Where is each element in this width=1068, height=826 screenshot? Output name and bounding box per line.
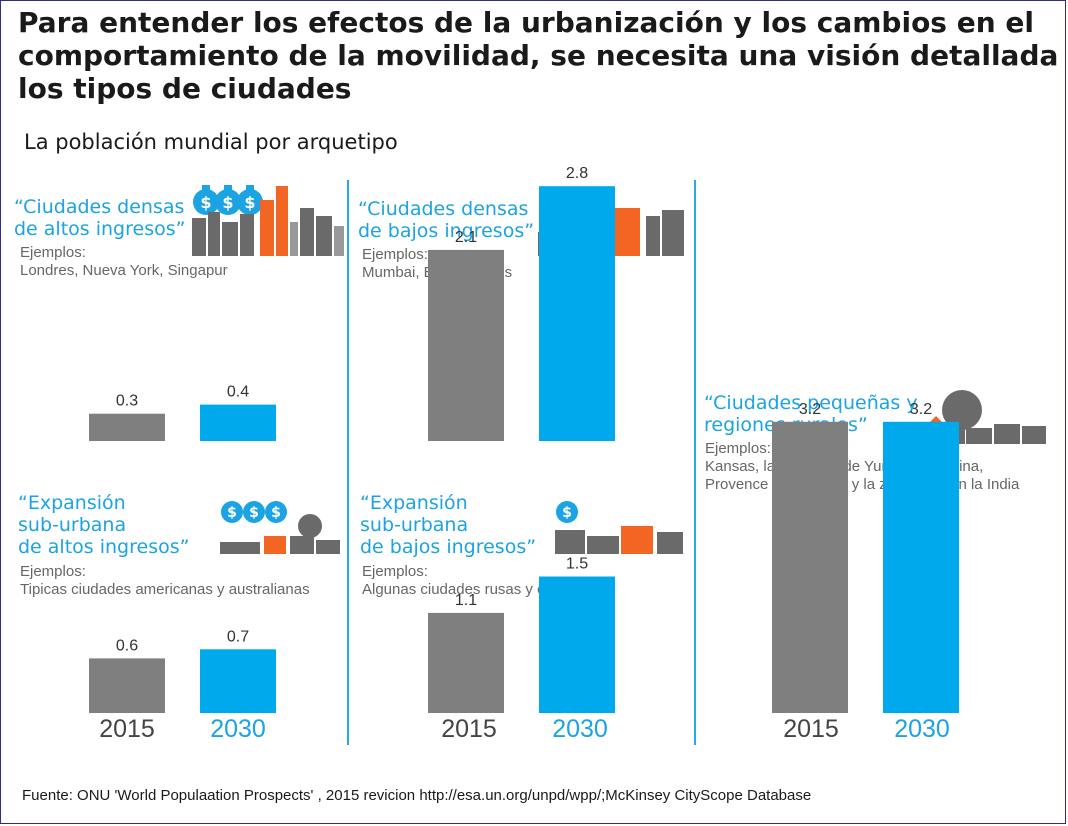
column-divider: [347, 180, 349, 745]
bar-value-label: 0.7: [227, 628, 249, 645]
bar-value-label: 0.6: [116, 637, 138, 654]
panel-title-line: “Ciudades densas: [358, 198, 529, 220]
panel-title-line: sub-urbana: [360, 514, 469, 536]
examples-text: Algunas ciudades rusas y chinas: [362, 581, 581, 598]
svg-text:$: $: [227, 505, 237, 521]
bar-2015: [428, 612, 504, 713]
bar-value-label: 1.1: [455, 592, 477, 609]
svg-text:$: $: [271, 505, 281, 521]
headline-line: comportamiento de la movilidad, se neces…: [18, 39, 1059, 72]
year-label-2030: 2030: [894, 715, 950, 743]
headline-line: los tipos de ciudades: [18, 72, 352, 105]
column-divider: [694, 180, 696, 745]
year-label-2015: 2015: [441, 715, 497, 743]
svg-text:$: $: [222, 193, 233, 212]
panel-title-dense-high-income: “Ciudades densas de altos ingresos”: [14, 196, 185, 240]
bar-2030: [200, 649, 276, 713]
panel-title-line: “Expansión: [18, 492, 126, 514]
suburb-houses-icon: $: [555, 501, 683, 554]
bar-value-label: 2.1: [455, 229, 477, 246]
headline-line: Para entender los efectos de la urbaniza…: [18, 6, 1034, 39]
bar-2030: [539, 576, 615, 713]
panel-examples-suburban-low-income: Ejemplos: Algunas ciudades rusas y china…: [362, 563, 580, 599]
panel-title-line: sub-urbana: [18, 514, 127, 536]
year-label-2030: 2030: [552, 715, 608, 743]
bar-2030: [200, 404, 276, 441]
panel-title-line: de bajos ingresos”: [360, 536, 537, 558]
panel-title-suburban-low-income: “Expansión sub-urbana de bajos ingresos”: [360, 492, 536, 558]
headline: Para entender los efectos de la urbaniza…: [18, 6, 1058, 105]
examples-label: Ejemplos:: [362, 246, 428, 263]
examples-text: Tipicas ciudades americanas y australian…: [20, 581, 310, 598]
svg-text:$: $: [249, 505, 259, 521]
bars-layer: 0.3 0.4 2.1 2.8 0.6 0.7 1.1 1.5 3.2 3.2: [89, 165, 959, 713]
bar-2015: [89, 658, 165, 713]
bar-value-label: 3.2: [910, 401, 932, 418]
bar-value-label: 0.3: [116, 393, 138, 410]
source-footer: Fuente: ONU 'World Populaation Prospects…: [22, 787, 812, 804]
svg-text:$: $: [200, 193, 211, 212]
panel-title-line: “Ciudades densas: [14, 196, 185, 218]
panel-title-line: de altos ingresos”: [14, 218, 186, 240]
svg-text:$: $: [244, 193, 255, 212]
money-bag-icon: $ $ $: [192, 185, 344, 256]
examples-label: Ejemplos:: [20, 563, 86, 580]
examples-text: Londres, Nueva York, Singapur: [20, 262, 228, 279]
panel-title-line: “Expansión: [360, 492, 468, 514]
subtitle: La población mundial por arquetipo: [24, 130, 398, 154]
bar-2015: [428, 249, 504, 441]
panel-title-line: “Ciudades pequeñas y: [704, 392, 918, 414]
bar-value-label: 1.5: [566, 556, 588, 573]
examples-label: Ejemplos:: [20, 244, 86, 261]
suburb-houses-icon: $ $ $: [220, 501, 340, 554]
bar-value-label: 3.2: [799, 401, 821, 418]
bar-2030: [539, 186, 615, 441]
panel-title-line: de altos ingresos”: [18, 536, 190, 558]
year-label-2015: 2015: [99, 715, 155, 743]
bar-2015: [772, 421, 848, 713]
panel-title-dense-low-income: “Ciudades densas de bajos ingresos”: [358, 198, 534, 242]
bar-2015: [89, 413, 165, 441]
examples-label: Ejemplos:: [705, 440, 771, 457]
bar-value-label: 0.4: [227, 384, 249, 401]
panel-examples-dense-high-income: Ejemplos: Londres, Nueva York, Singapur: [20, 244, 228, 280]
bar-value-label: 2.8: [566, 165, 588, 182]
panel-title-line: de bajos ingresos”: [358, 220, 535, 242]
year-label-2015: 2015: [783, 715, 839, 743]
bar-2030: [883, 421, 959, 713]
examples-label: Ejemplos:: [362, 563, 428, 580]
svg-text:$: $: [562, 505, 572, 521]
panel-title-suburban-high-income: “Expansión sub-urbana de altos ingresos”: [18, 492, 189, 558]
year-label-2030: 2030: [210, 715, 266, 743]
panel-examples-suburban-high-income: Ejemplos: Tipicas ciudades americanas y …: [20, 563, 310, 599]
